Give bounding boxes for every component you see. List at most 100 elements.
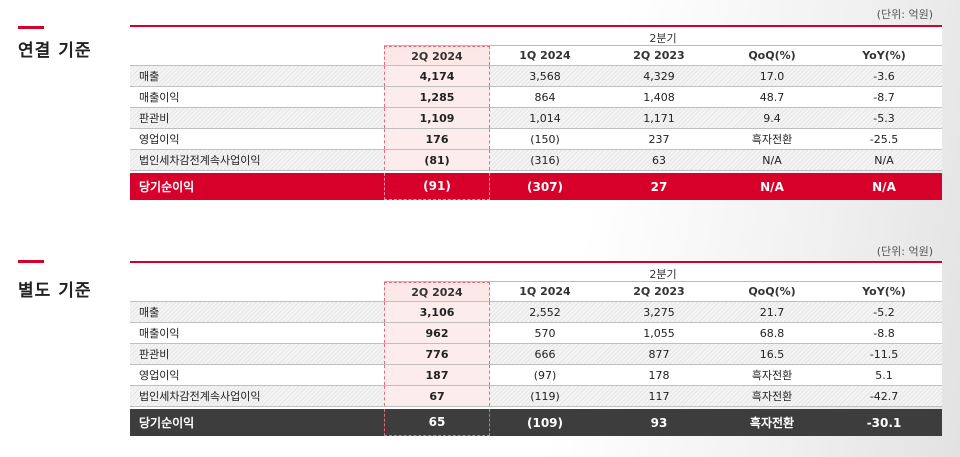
table-cell: 1,171 xyxy=(643,111,675,125)
table-cell: N/A xyxy=(762,153,782,167)
group-header-row: 2분기 xyxy=(130,25,942,46)
row-label: 법인세차감전계속사업이익 xyxy=(139,154,261,167)
total-cell: 27 xyxy=(650,179,668,194)
group-header-row: 2분기 xyxy=(130,261,942,282)
unit-label: (단위: 억원) xyxy=(876,245,933,258)
table-cell: 1,109 xyxy=(384,108,490,128)
column-header: YoY(%) xyxy=(862,285,906,298)
separate-section: 별도 기준 (단위: 억원) 2분기 2Q 2024 1Q 2024 2Q 2023… xyxy=(0,240,960,457)
column-header: 2Q 2023 xyxy=(633,285,685,298)
table-cell: 666 xyxy=(534,347,556,361)
table-row: 판관비 1,109 1,014 1,171 9.4 -5.3 xyxy=(130,108,942,129)
table-cell: 68.8 xyxy=(759,326,785,340)
total-cell: 흑자전환 xyxy=(749,416,795,430)
column-header: 2Q 2023 xyxy=(633,49,685,62)
table-row: 판관비 776 666 877 16.5 -11.5 xyxy=(130,344,942,365)
table-cell: 178 xyxy=(648,368,670,382)
total-row: 당기순이익 65 (109) 93 흑자전환 -30.1 xyxy=(130,409,942,436)
group-header-label: 2분기 xyxy=(649,268,677,281)
table-cell: 187 xyxy=(384,365,490,385)
total-cell: (109) xyxy=(526,415,564,430)
table-cell: 864 xyxy=(534,90,556,104)
column-header: YoY(%) xyxy=(862,49,906,62)
table-cell: 5.1 xyxy=(875,368,893,382)
table-cell: (97) xyxy=(533,368,557,382)
column-header: QoQ(%) xyxy=(748,285,796,298)
table-row: 매출이익 1,285 864 1,408 48.7 -8.7 xyxy=(130,87,942,108)
table-cell: -8.8 xyxy=(873,326,895,340)
column-header: 2Q 2024 xyxy=(384,46,490,65)
table-cell: 48.7 xyxy=(759,90,785,104)
row-label: 매출이익 xyxy=(139,91,180,104)
table-cell: 63 xyxy=(652,153,666,167)
table-cell: 776 xyxy=(384,344,490,364)
table-cell: 570 xyxy=(534,326,556,340)
total-row: 당기순이익 (91) (307) 27 N/A N/A xyxy=(130,173,942,200)
table-cell: -25.5 xyxy=(869,132,899,146)
column-header: 1Q 2024 xyxy=(519,285,571,298)
table-cell: 17.0 xyxy=(759,69,785,83)
table-cell: 237 xyxy=(648,132,670,146)
consolidated-section: 연결 기준 (단위: 억원) 2분기 2Q 2024 1Q 2024 2Q 2023… xyxy=(0,0,960,228)
table-cell: -11.5 xyxy=(869,347,899,361)
table-cell: N/A xyxy=(874,153,894,167)
table-cell: -3.6 xyxy=(873,69,895,83)
total-label: 당기순이익 xyxy=(139,180,195,194)
table-cell: (316) xyxy=(530,153,560,167)
column-header-row: 2Q 2024 1Q 2024 2Q 2023 QoQ(%) YoY(%) xyxy=(130,46,942,66)
table-cell: 흑자전환 xyxy=(751,390,793,403)
table-cell: -8.7 xyxy=(873,90,895,104)
row-label: 매출 xyxy=(139,306,160,319)
table-cell: 3,275 xyxy=(643,305,675,319)
column-header: 2Q 2024 xyxy=(384,282,490,301)
title-accent-bar xyxy=(18,260,44,263)
table-cell: 3,106 xyxy=(384,302,490,322)
table-row: 매출 3,106 2,552 3,275 21.7 -5.2 xyxy=(130,302,942,323)
table-cell: 4,329 xyxy=(643,69,675,83)
table-cell: 흑자전환 xyxy=(751,369,793,382)
row-label: 판관비 xyxy=(139,348,170,361)
total-cell: N/A xyxy=(872,179,896,194)
total-cell: 93 xyxy=(650,415,668,430)
title-accent-bar xyxy=(18,26,44,29)
table-cell: 962 xyxy=(384,323,490,343)
column-header-row: 2Q 2024 1Q 2024 2Q 2023 QoQ(%) YoY(%) xyxy=(130,282,942,302)
row-label: 매출이익 xyxy=(139,327,180,340)
table-row: 법인세차감전계속사업이익 (81) (316) 63 N/A N/A xyxy=(130,150,942,171)
table-cell: 1,014 xyxy=(529,111,561,125)
column-header: QoQ(%) xyxy=(748,49,796,62)
table-row: 법인세차감전계속사업이익 67 (119) 117 흑자전환 -42.7 xyxy=(130,386,942,407)
table-cell: 1,055 xyxy=(643,326,675,340)
table-cell: 3,568 xyxy=(529,69,561,83)
table-cell: 117 xyxy=(648,389,670,403)
table-cell: 1,285 xyxy=(384,87,490,107)
table-row: 매출 4,174 3,568 4,329 17.0 -3.6 xyxy=(130,66,942,87)
total-cell: 65 xyxy=(384,409,490,436)
financial-table: 2분기 2Q 2024 1Q 2024 2Q 2023 QoQ(%) YoY(%) 매출 4… xyxy=(130,25,942,200)
table-cell: 9.4 xyxy=(763,111,781,125)
section-title: 별도 기준 xyxy=(18,281,92,301)
total-label: 당기순이익 xyxy=(139,416,195,430)
total-cell: (91) xyxy=(384,173,490,200)
financial-table: 2분기 2Q 2024 1Q 2024 2Q 2023 QoQ(%) YoY(%) 매출 3… xyxy=(130,261,942,436)
row-label: 영업이익 xyxy=(139,133,180,146)
table-cell: 1,408 xyxy=(643,90,675,104)
total-cell: -30.1 xyxy=(866,415,902,430)
table-cell: 877 xyxy=(648,347,670,361)
row-label: 판관비 xyxy=(139,112,170,125)
row-label: 영업이익 xyxy=(139,369,180,382)
table-cell: 21.7 xyxy=(759,305,785,319)
table-row: 영업이익 176 (150) 237 흑자전환 -25.5 xyxy=(130,129,942,150)
row-label: 매출 xyxy=(139,70,160,83)
total-cell: N/A xyxy=(760,179,784,194)
table-row: 매출이익 962 570 1,055 68.8 -8.8 xyxy=(130,323,942,344)
section-title: 연결 기준 xyxy=(18,41,92,61)
group-header-label: 2분기 xyxy=(649,32,677,45)
table-cell: (150) xyxy=(530,132,560,146)
table-cell: 4,174 xyxy=(384,66,490,86)
table-cell: 16.5 xyxy=(759,347,785,361)
table-cell: (119) xyxy=(530,389,560,403)
column-header: 1Q 2024 xyxy=(519,49,571,62)
table-cell: -42.7 xyxy=(869,389,899,403)
row-label: 법인세차감전계속사업이익 xyxy=(139,390,261,403)
